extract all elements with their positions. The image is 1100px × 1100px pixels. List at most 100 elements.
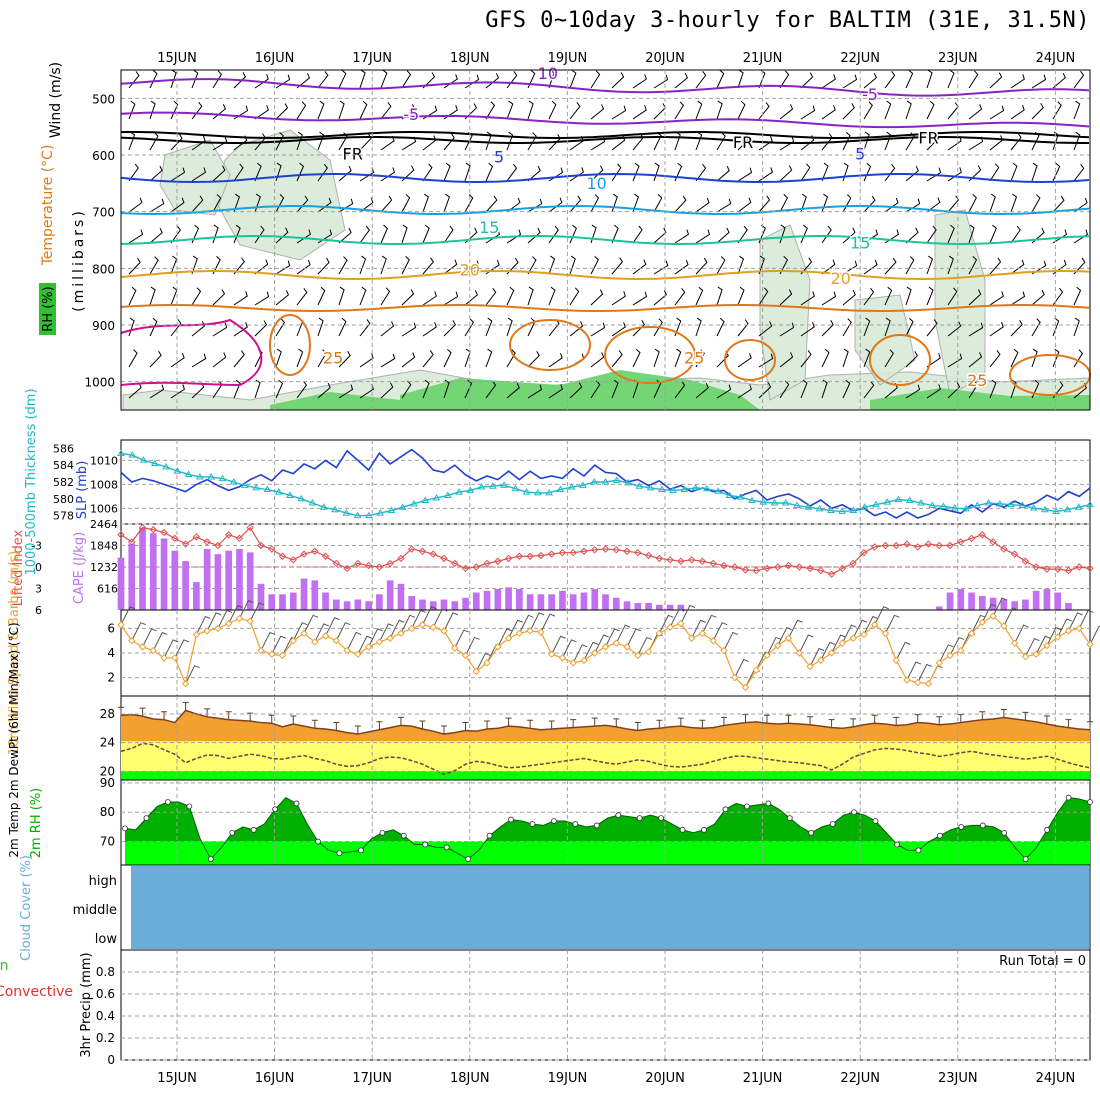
cloud-level-label: middle [73, 903, 117, 918]
wind-barb [380, 167, 395, 182]
date-label-bottom: 22JUN [840, 1071, 880, 1086]
thickness-point [725, 491, 734, 498]
wind10m-point [860, 630, 868, 639]
wind-barb [1010, 225, 1021, 244]
cape-bar [968, 592, 975, 610]
wind-barb [485, 380, 497, 399]
wind10m-point [321, 632, 330, 640]
wind-barb [1010, 379, 1017, 399]
wind-barb [1010, 291, 1026, 306]
wind-barb [228, 604, 243, 624]
wind-barb [378, 623, 394, 643]
wind10m-point [235, 614, 244, 623]
wind-barb [149, 165, 163, 182]
wind-barb [695, 229, 711, 244]
wind-barb [800, 350, 812, 368]
contour-label: FR [343, 145, 363, 164]
temp2m-errorbar [354, 725, 361, 735]
wind-barb [590, 289, 604, 306]
run-total-annotation: Run Total = 0 [999, 954, 1086, 969]
wind10m-point [957, 646, 965, 655]
wind10m-point [504, 634, 513, 642]
wind-barb [1052, 287, 1064, 306]
dewpt-band [121, 741, 1090, 772]
wind-barb [432, 608, 448, 628]
wind-barb [212, 165, 226, 182]
thickness-point [917, 499, 925, 506]
wind10m-point [838, 639, 847, 647]
wind10m-point [623, 643, 631, 651]
cape-bar [505, 587, 512, 610]
wind-barb [842, 379, 851, 399]
cape-bar [1011, 601, 1018, 610]
wind-barb [968, 104, 983, 120]
wind10m-point [967, 629, 976, 638]
wind10m-point [946, 651, 954, 660]
thickness-point [703, 484, 711, 492]
thickness-point [624, 478, 632, 486]
ylabel-precip: 3hr Precip (mm) [79, 952, 94, 1057]
wind-barb [821, 225, 832, 244]
lifted-index-point [935, 541, 943, 550]
wind-barb [185, 665, 200, 684]
wind10m-point [418, 621, 427, 629]
lifted-index-point [246, 523, 254, 532]
wind-barb [842, 74, 858, 89]
thickness-point [229, 478, 238, 485]
wind-barb [926, 286, 934, 306]
thickness-point [522, 488, 531, 495]
thickness-point [308, 499, 317, 506]
wind-barb [275, 227, 289, 244]
rh2m-point [593, 822, 600, 829]
thickness-point [1041, 505, 1049, 513]
thickness-point [770, 499, 779, 506]
dewpt-line [120, 742, 1091, 776]
rh2m-point [143, 815, 150, 822]
wind-barb [296, 131, 303, 151]
wind-barb [271, 635, 286, 655]
wind-barb [947, 255, 954, 275]
wind-barb [485, 162, 494, 182]
wind-barb [821, 162, 829, 182]
wind10m-point [677, 619, 685, 628]
lifted-index-point [429, 550, 437, 558]
wind-barb [527, 384, 543, 399]
wind-barb [680, 604, 696, 624]
cape-bar [225, 550, 233, 610]
wind10m-point [892, 656, 900, 665]
date-label-top: 15JUN [157, 51, 197, 66]
wind-barb [296, 259, 311, 275]
thickness-point [556, 485, 565, 493]
wind-barb [506, 163, 518, 182]
wind-barb [1031, 103, 1044, 120]
rh2m-tick-label: 80 [100, 805, 115, 819]
date-label-top: 20JUN [645, 51, 685, 66]
wind-barb [443, 348, 452, 368]
wind-barb [906, 661, 922, 681]
thickness-point [443, 491, 452, 498]
date-label-bottom: 20JUN [645, 1071, 685, 1086]
thickness-point [195, 472, 204, 480]
cape-bar [311, 580, 319, 610]
cape-bar [548, 594, 556, 610]
wind-barb [128, 349, 138, 368]
lifted-index-point [483, 559, 491, 568]
wind-barb [989, 105, 1005, 120]
wind-barb [401, 322, 417, 337]
wind10m-point [397, 629, 405, 638]
rh2m-tick-label: 70 [100, 835, 115, 849]
date-label-top: 23JUN [938, 51, 978, 66]
wind-barb [1073, 131, 1081, 151]
wind-barb [842, 194, 852, 213]
cape-tick-label: 2464 [90, 518, 118, 531]
thickness-point [353, 511, 362, 519]
contour-label: 25 [323, 349, 343, 368]
wind-barb [170, 197, 185, 213]
wind-barb [611, 105, 627, 120]
wind-barb [798, 634, 814, 654]
contour-label: 25 [967, 371, 987, 390]
wind-barb [464, 379, 473, 399]
rh2m-point [958, 823, 965, 830]
cape-bar [612, 597, 620, 610]
wind-barb [842, 103, 855, 120]
